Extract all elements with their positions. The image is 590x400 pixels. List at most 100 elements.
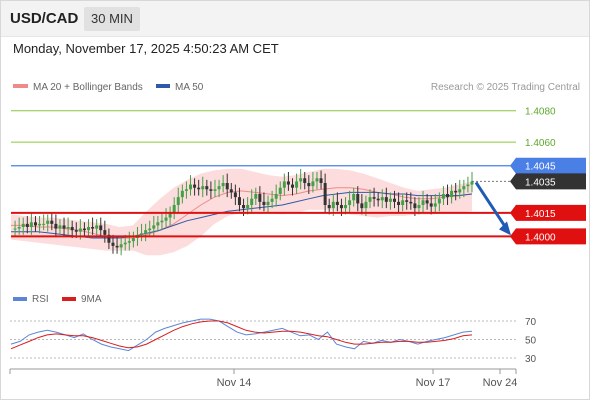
timeframe-badge[interactable]: 30 MIN <box>84 7 140 31</box>
candle-body <box>441 194 445 199</box>
candle-body <box>123 242 127 245</box>
candle-body <box>242 205 246 209</box>
candle-body <box>388 198 392 202</box>
candle-body <box>221 183 225 187</box>
candle-body <box>13 228 17 230</box>
candle-body <box>172 205 176 213</box>
candle-body <box>168 212 172 218</box>
candle-body <box>303 178 307 183</box>
candle-body <box>201 186 205 190</box>
candle-body <box>356 194 360 204</box>
candle-body <box>352 194 356 201</box>
candle-body <box>127 241 131 243</box>
candle-body <box>91 227 95 229</box>
candle-body <box>95 225 99 229</box>
candle-body <box>429 203 433 207</box>
candle-body <box>164 217 168 221</box>
candle-body <box>405 200 409 202</box>
candle-body <box>425 200 429 204</box>
candle-body <box>99 225 103 231</box>
rsi-level-label: 70 <box>525 317 537 328</box>
candle-body <box>144 230 148 234</box>
candle-body <box>254 194 258 199</box>
candle-body <box>397 201 401 205</box>
candle-body <box>470 181 474 185</box>
candle-body <box>392 198 396 202</box>
candle-body <box>311 181 315 187</box>
candle-body <box>282 181 286 188</box>
candle-body <box>189 184 193 190</box>
candle-body <box>66 227 70 229</box>
candle-body <box>327 205 331 209</box>
ma20-line <box>11 187 473 239</box>
bollinger-legend-label: MA 20 + Bollinger Bands <box>33 82 143 93</box>
candle-body <box>193 184 197 188</box>
candle-body <box>74 230 78 232</box>
candle-body <box>417 205 421 209</box>
candle-body <box>466 184 470 187</box>
candle-body <box>323 183 327 205</box>
candle-body <box>258 194 262 202</box>
candle-body <box>372 197 376 199</box>
candle-body <box>156 222 160 226</box>
candle-body <box>295 181 299 188</box>
candle-body <box>213 189 217 191</box>
candle-body <box>131 238 135 242</box>
candle-body <box>225 183 229 190</box>
candle-body <box>148 228 152 231</box>
candle-body <box>409 201 413 204</box>
candle-body <box>250 198 254 205</box>
rsi-level-label: 30 <box>525 354 537 365</box>
candle-body <box>42 223 46 225</box>
candle-body <box>348 200 352 205</box>
candle-body <box>344 205 348 209</box>
price-layer: 1.4080 1.4060 1.4045 1.4035 1.4015 1.4000 <box>11 107 586 256</box>
rsi-layer: 70 50 30 <box>10 317 537 365</box>
candle-body <box>33 222 37 226</box>
candle-body <box>176 197 180 205</box>
candle-body <box>180 190 184 198</box>
candle-body <box>46 220 50 224</box>
candle-body <box>38 223 42 226</box>
candle-body <box>454 190 458 193</box>
candle-body <box>209 189 213 191</box>
candle-body <box>307 183 311 187</box>
x-axis-tick-label: Nov 14 <box>217 377 252 389</box>
forecast-arrow-head <box>499 221 511 236</box>
candle-body <box>229 189 233 193</box>
candle-body <box>262 201 266 205</box>
ma50-legend-swatch <box>156 84 170 88</box>
candle-body <box>62 225 66 229</box>
support-label: 1.4015 <box>525 209 556 220</box>
candle-body <box>54 223 58 229</box>
candle-body <box>17 227 21 229</box>
copyright-text: Research © 2025 Trading Central <box>431 82 580 93</box>
candle-body <box>446 194 450 198</box>
candle-body <box>437 198 441 204</box>
ma50-line <box>11 191 473 239</box>
candle-body <box>339 205 343 209</box>
candle-body <box>331 201 335 209</box>
candle-body <box>87 227 91 231</box>
candle-body <box>278 187 282 194</box>
candle-body <box>458 189 462 193</box>
candle-body <box>462 186 466 190</box>
candle-body <box>82 228 86 231</box>
candle-body <box>421 200 425 205</box>
candle-body <box>205 186 209 190</box>
candle-body <box>299 178 303 182</box>
rsi-legend-swatch <box>13 297 27 301</box>
rsi-ma-legend-label: 9MA <box>81 294 102 305</box>
candle-body <box>401 200 405 205</box>
candle-body <box>140 233 144 235</box>
candle-body <box>319 178 323 183</box>
candle-body <box>115 245 119 248</box>
candle-body <box>270 198 274 202</box>
resistance-label: 1.4045 <box>525 162 556 173</box>
candle-body <box>433 203 437 207</box>
bollinger-legend-swatch <box>13 84 28 88</box>
candle-body <box>107 234 111 243</box>
candle-body <box>266 201 270 205</box>
candle-body <box>25 223 29 227</box>
